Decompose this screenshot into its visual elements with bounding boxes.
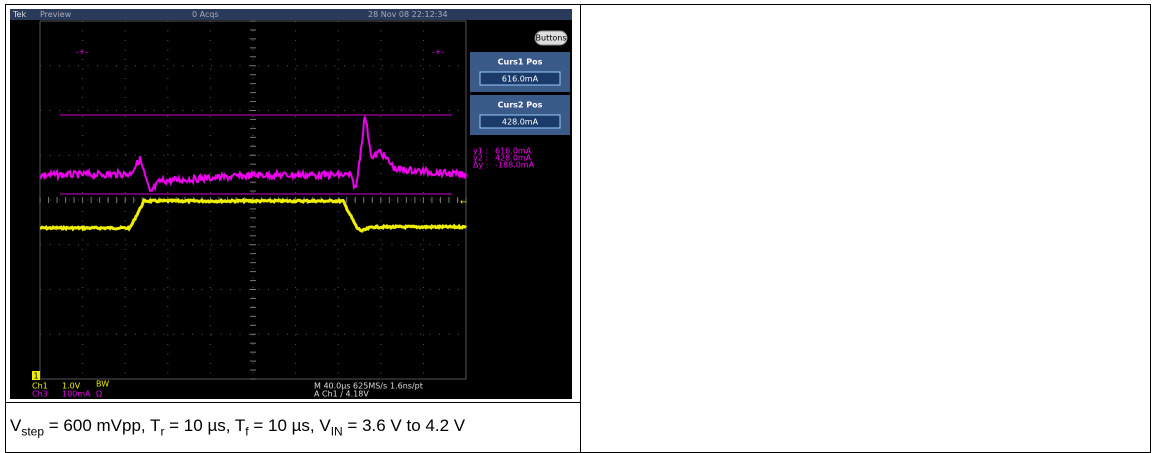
brand: Tek — [12, 10, 26, 19]
ch1-bw: BW — [96, 380, 109, 389]
page: Tek Preview 0 Acqs 28 Nov 08 22:12:34 Bu… — [0, 0, 1154, 453]
buttons-label: Buttons — [536, 34, 567, 43]
caption-text: = 10 µs, V — [249, 416, 331, 435]
resolution: 1.6ns/pt — [390, 382, 423, 391]
caption-text: = 600 mVpp, T — [44, 416, 160, 435]
ch1-level-marker: ← — [460, 198, 467, 207]
header-bar — [10, 9, 572, 20]
ch1-marker: 1 — [33, 372, 38, 381]
curs1-label: Curs1 Pos — [498, 58, 543, 67]
curs1-value: 616.0mA — [502, 75, 539, 84]
readout-value: -188.0mA — [495, 161, 535, 170]
right-cell — [580, 4, 1151, 453]
trigger: A Ch1 ∕ 4.18V — [314, 390, 369, 399]
mode: Preview — [40, 10, 72, 19]
readout-name: Δy : — [473, 161, 488, 170]
ch3-scale: 100mA — [62, 390, 91, 399]
caption-text: V — [10, 416, 21, 435]
caption: Vstep = 600 mVpp, Tr = 10 µs, Tf = 10 µs… — [10, 416, 465, 438]
oscilloscope-screen: Tek Preview 0 Acqs 28 Nov 08 22:12:34 Bu… — [10, 9, 572, 399]
ch3-name: Ch3 — [32, 390, 48, 399]
curs2-label: Curs2 Pos — [498, 101, 543, 110]
caption-subscript: IN — [331, 424, 343, 438]
cursor-marker: -+- — [76, 48, 89, 57]
ch3-term: Ω — [96, 390, 102, 399]
cursor-marker: -+- — [432, 48, 445, 57]
caption-text: = 10 µs, T — [164, 416, 245, 435]
caption-subscript: step — [21, 424, 44, 438]
caption-text: = 3.6 V to 4.2 V — [343, 416, 465, 435]
timestamp: 28 Nov 08 22:12:34 — [368, 10, 448, 19]
curs2-value: 428.0mA — [502, 118, 539, 127]
acqs: 0 Acqs — [192, 10, 219, 19]
row-divider — [5, 402, 581, 403]
